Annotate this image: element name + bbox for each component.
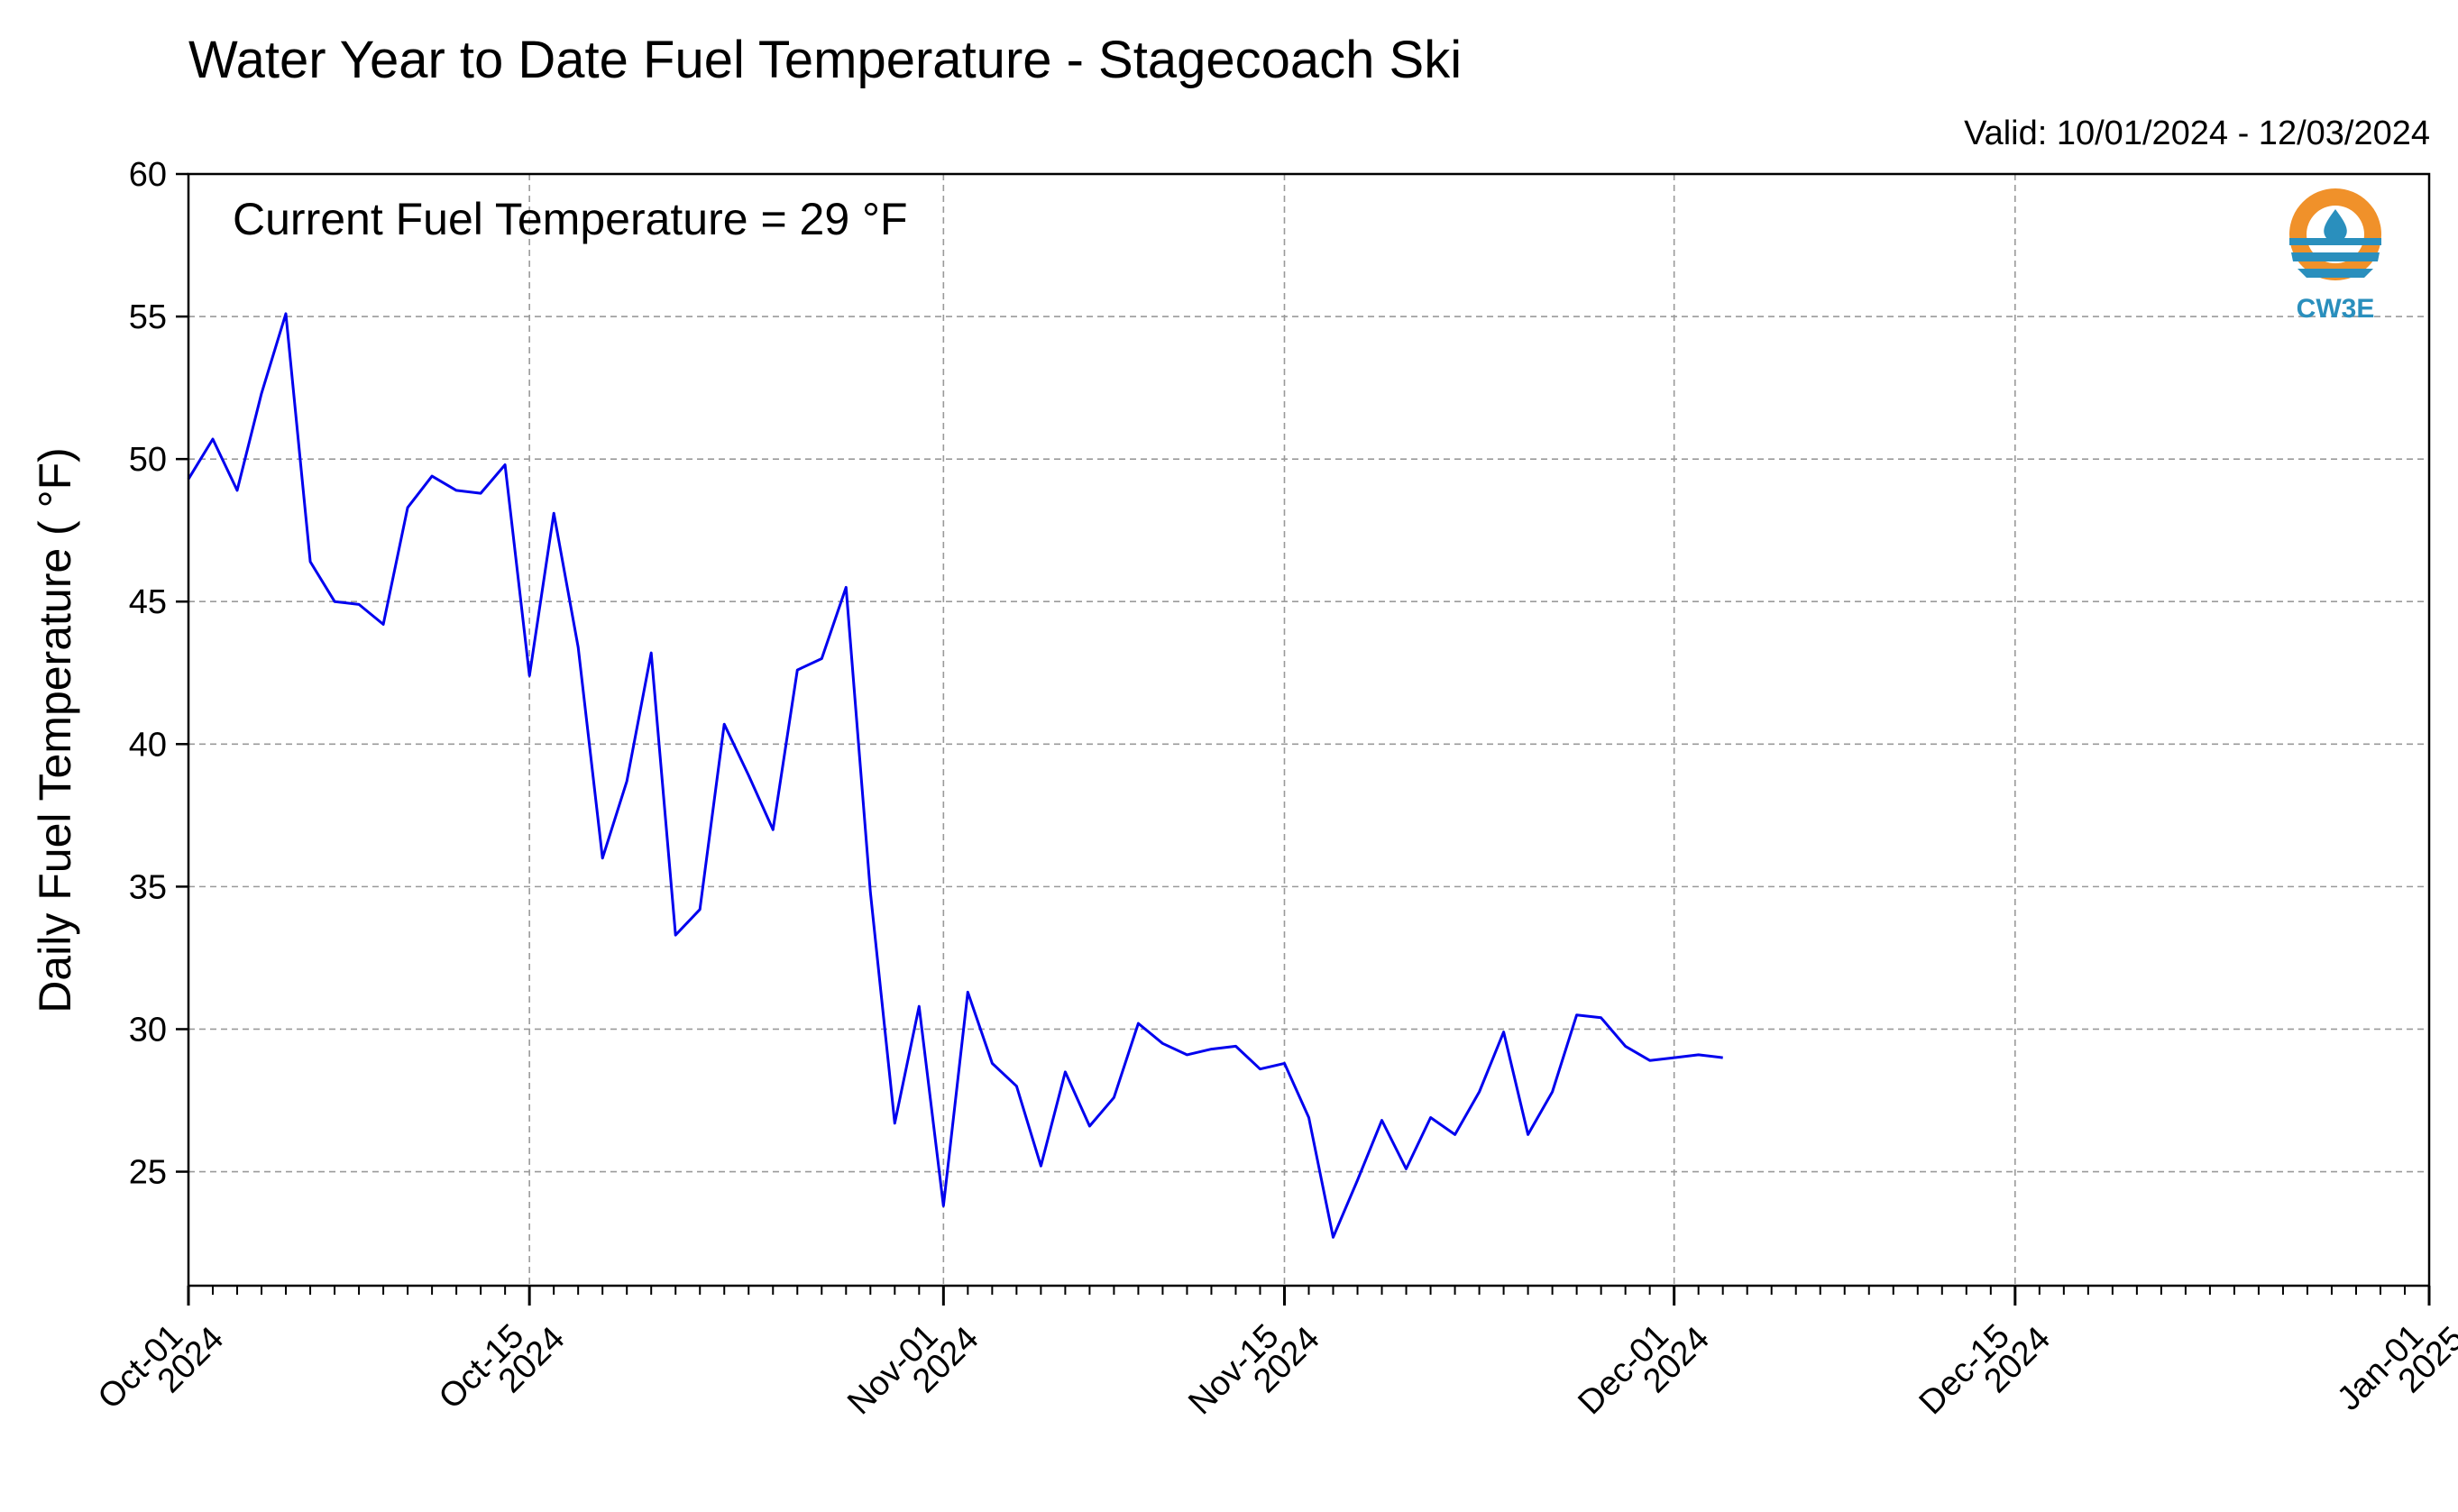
y-tick-label: 60	[129, 156, 167, 194]
y-tick-label: 25	[129, 1154, 167, 1192]
y-axis-ticks: 25 30 35 40 45 50 55 60	[129, 156, 188, 1192]
y-tick-label: 30	[129, 1011, 167, 1049]
series-layer	[187, 312, 1723, 1239]
y-tick-label: 50	[129, 441, 167, 479]
y-tick-label: 35	[129, 868, 167, 906]
cw3e-logo: CW3E	[2289, 188, 2381, 324]
fuel-temperature-line	[187, 312, 1723, 1239]
logo-text: CW3E	[2297, 294, 2375, 324]
y-tick-label: 40	[129, 726, 167, 764]
current-temperature-annotation: Current Fuel Temperature = 29 °F	[233, 194, 908, 244]
valid-date-range: Valid: 10/01/2024 - 12/03/2024	[1964, 115, 2430, 152]
y-tick-label: 55	[129, 298, 167, 336]
chart-title: Water Year to Date Fuel Temperature - St…	[188, 31, 1462, 89]
y-tick-label: 45	[129, 583, 167, 621]
plot-frame	[187, 172, 2431, 1287]
logo-waves	[2289, 238, 2381, 278]
logo-droplet-icon	[2324, 209, 2347, 243]
y-axis-label: Daily Fuel Temperature ( °F)	[30, 447, 80, 1013]
